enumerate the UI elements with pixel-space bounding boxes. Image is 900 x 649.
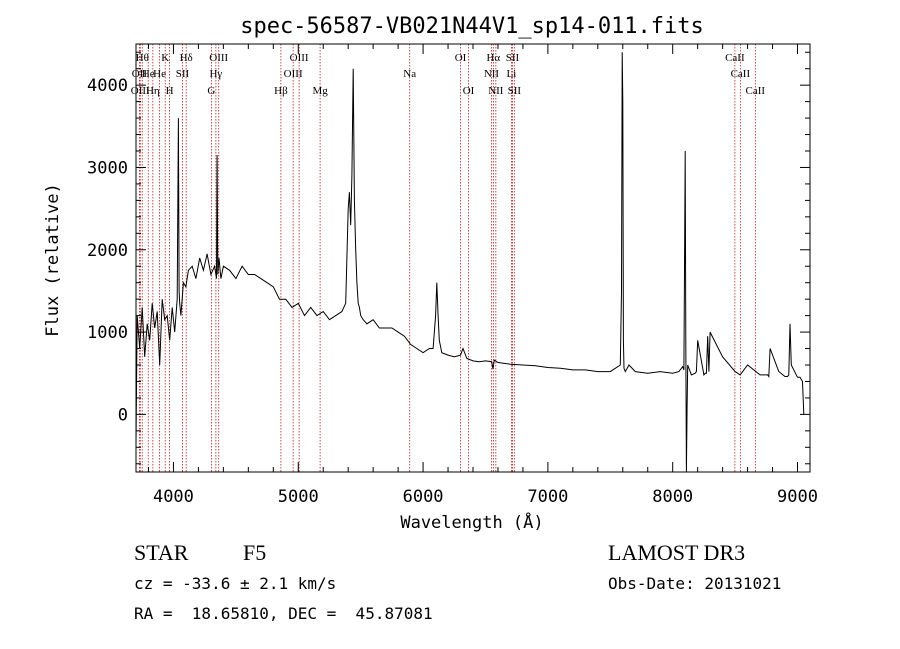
y-tick-label: 4000 [87, 76, 128, 96]
line-label: OIII [284, 68, 303, 80]
y-axis-label: Flux (relative) [43, 183, 63, 337]
coordinates: RA = 18.65810, DEC = 45.87081 [134, 604, 433, 623]
line-label: Li [507, 68, 517, 80]
line-label: Mg [312, 85, 328, 97]
line-label: Hα [486, 52, 500, 64]
y-tick-label: 3000 [87, 158, 128, 178]
object-subclass: F5 [243, 540, 267, 565]
line-label: Na [403, 68, 416, 80]
line-label: CaII [746, 85, 766, 97]
line-label: He [142, 68, 155, 80]
line-label: OIII [290, 52, 309, 64]
line-label: CaII [731, 68, 751, 80]
survey-name: LAMOST DR3 [608, 540, 746, 565]
y-tick-label: 2000 [87, 241, 128, 261]
line-label: G [207, 85, 215, 97]
y-tick-label: 0 [118, 405, 128, 425]
spectrum-line [135, 52, 805, 473]
plot-frame [135, 43, 811, 473]
chart-title: spec-56587-VB021N44V1_sp14-011.fits [240, 14, 704, 39]
line-label: SII [176, 68, 190, 80]
line-markers [138, 44, 756, 472]
line-labels: HθOIIOIIIHeHηHeKHSIIHδHγGOIIIHβOIIIOIIIM… [131, 52, 766, 97]
x-tick-label: 4000 [153, 487, 194, 507]
x-tick-label: 9000 [777, 487, 818, 507]
line-label: CaII [725, 52, 745, 64]
line-label: NII [484, 68, 500, 80]
axis-tick-labels: 4000 5000 6000 7000 8000 9000 0 1000 2000 3000 400… [87, 76, 818, 507]
line-label: OIII [209, 52, 228, 64]
line-label: Hγ [209, 68, 222, 80]
x-tick-label: 5000 [278, 487, 319, 507]
line-label: H [166, 85, 174, 97]
x-tick-label: 6000 [403, 487, 444, 507]
line-label: Hδ [180, 52, 193, 64]
x-axis-label: Wavelength (Å) [400, 511, 543, 533]
x-tick-label: 7000 [527, 487, 568, 507]
line-label: NII [488, 85, 504, 97]
line-label: Hθ [136, 52, 149, 64]
obs-date: Obs-Date: 20131021 [608, 574, 782, 593]
y-tick-label: 1000 [87, 323, 128, 343]
line-label: OI [455, 52, 467, 64]
object-class: STAR [134, 540, 189, 565]
line-label: K [161, 52, 169, 64]
line-label: He [153, 68, 166, 80]
line-label: Hη [146, 85, 160, 97]
line-label: Hβ [274, 85, 288, 97]
line-label: SII [508, 85, 522, 97]
axis-ticks [136, 44, 810, 472]
line-label: OI [463, 85, 475, 97]
line-label: SII [506, 52, 520, 64]
redshift-text: cz = -33.6 ± 2.1 km/s [134, 574, 337, 593]
x-tick-label: 8000 [652, 487, 693, 507]
